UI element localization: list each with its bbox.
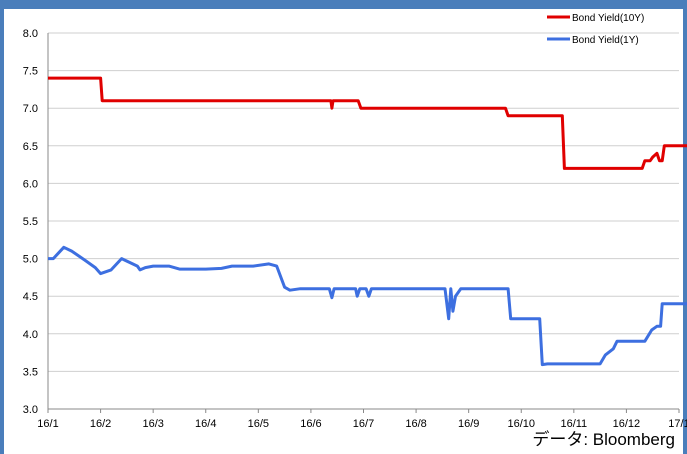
y-tick-label: 3.0 bbox=[23, 404, 38, 416]
legend-label: Bond Yield(10Y) bbox=[572, 13, 644, 24]
y-tick-label: 8.0 bbox=[23, 28, 38, 40]
y-tick-label: 5.5 bbox=[23, 216, 38, 228]
series-line-1y bbox=[48, 245, 687, 367]
x-tick-label: 16/9 bbox=[458, 418, 479, 430]
x-tick-label: 16/3 bbox=[142, 418, 163, 430]
source-label: データ: Bloomberg bbox=[532, 430, 675, 449]
line-chart: 3.0 3.5 4.0 4.5 5.0 5.5 6.0 6.5 7.0 7.5 8.0 16/1 16/… bbox=[23, 13, 687, 430]
x-tick-label: 16/7 bbox=[353, 418, 374, 430]
y-tick-label: 5.0 bbox=[23, 254, 38, 266]
y-tick-label: 6.0 bbox=[23, 178, 38, 190]
x-tick-label: 16/1 bbox=[37, 418, 58, 430]
x-tick-label: 16/8 bbox=[405, 418, 426, 430]
legend-label: Bond Yield(1Y) bbox=[572, 35, 639, 46]
x-tick-label: 16/11 bbox=[560, 418, 587, 430]
x-tick-label: 16/4 bbox=[195, 418, 216, 430]
y-tick-label: 6.5 bbox=[23, 141, 38, 153]
x-tick-label: 16/6 bbox=[300, 418, 321, 430]
x-tick-label: 16/2 bbox=[90, 418, 111, 430]
y-tick-label: 4.5 bbox=[23, 291, 38, 303]
chart-top-bar bbox=[4, 0, 687, 9]
x-tick-label: 16/5 bbox=[248, 418, 269, 430]
y-tick-label: 3.5 bbox=[23, 366, 38, 378]
x-tick-label: 16/10 bbox=[507, 418, 535, 430]
x-tick-label: 17/1 bbox=[668, 418, 687, 430]
y-tick-label: 7.0 bbox=[23, 103, 38, 115]
series-line-10y bbox=[48, 76, 687, 170]
y-tick-label: 7.5 bbox=[23, 66, 38, 78]
x-tick-label: 16/12 bbox=[613, 418, 641, 430]
y-tick-label: 4.0 bbox=[23, 329, 38, 341]
